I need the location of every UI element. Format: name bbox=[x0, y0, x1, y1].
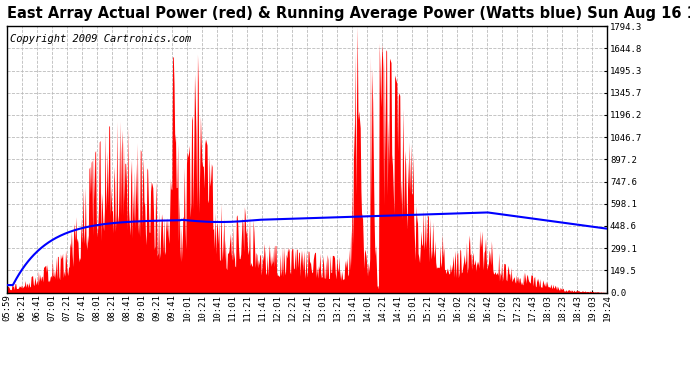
Text: Copyright 2009 Cartronics.com: Copyright 2009 Cartronics.com bbox=[10, 34, 191, 44]
Text: East Array Actual Power (red) & Running Average Power (Watts blue) Sun Aug 16 19: East Array Actual Power (red) & Running … bbox=[7, 6, 690, 21]
